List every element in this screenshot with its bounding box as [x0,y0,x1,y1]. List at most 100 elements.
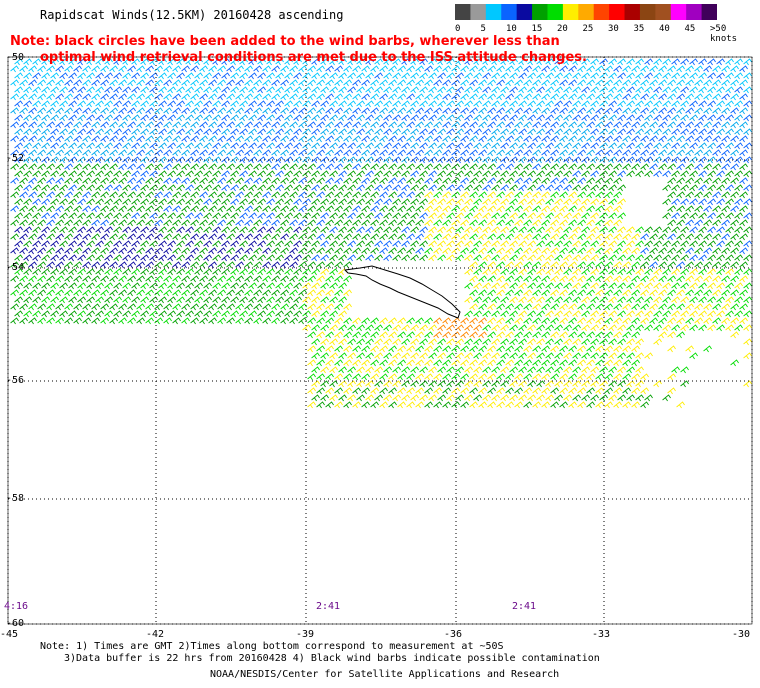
wind-barb [68,240,77,248]
wind-barb [505,261,514,269]
wind-barb [500,128,509,136]
wind-barb [563,366,572,374]
wind-barb [658,107,667,115]
wind-barb [235,107,244,115]
wind-barb [680,380,689,388]
wind-barb [721,135,730,143]
wind-barbs-layer [10,58,752,409]
wind-barb [10,247,19,255]
wind-barb [671,282,680,290]
wind-barb [545,380,554,388]
wind-barb [248,212,257,220]
wind-barb [271,107,280,115]
wind-barb [82,177,91,185]
wind-barb [545,296,554,304]
wind-barb [46,65,55,73]
wind-barb [370,387,379,395]
wind-barb [311,268,320,276]
wind-barb [320,352,329,360]
wind-barb [698,100,707,108]
wind-barb [257,240,266,248]
wind-barb [370,345,379,353]
wind-barb [500,296,509,304]
wind-barb [478,163,487,171]
wind-barb [392,58,401,66]
wind-barb [343,359,352,367]
wind-barb [370,79,379,87]
wind-barb [329,72,338,80]
wind-barb [95,282,104,290]
wind-barb [221,240,230,248]
wind-barb [190,205,199,213]
wind-barb [622,79,631,87]
wind-barb [442,135,451,143]
wind-barb [563,310,572,318]
wind-barb [415,373,424,381]
wind-barb [509,184,518,192]
wind-barb [77,100,86,108]
wind-barb [577,387,586,395]
wind-barb [118,65,127,73]
wind-barb [91,233,100,241]
wind-barb [716,142,725,150]
wind-barb [590,240,599,248]
wind-barb [86,254,95,262]
wind-barb [604,65,613,73]
wind-barb [163,191,172,199]
wind-barb [676,261,685,269]
wind-barb [653,72,662,80]
wind-barb [379,317,388,325]
wind-barb [613,233,622,241]
wind-barb [613,107,622,115]
wind-barb [338,380,347,388]
wind-barb [464,240,473,248]
wind-barb [550,275,559,283]
wind-barb [10,205,19,213]
wind-barb [451,373,460,381]
wind-barb [235,289,244,297]
wind-barb [122,72,131,80]
legend-label: 25 [582,24,594,34]
wind-barb [698,282,707,290]
wind-barb [59,310,68,318]
wind-barb [572,240,581,248]
wind-barb [550,331,559,339]
wind-barb [73,79,82,87]
legend-swatch [593,4,610,20]
wind-barb [698,296,707,304]
wind-barb [275,226,284,234]
wind-barb [406,177,415,185]
wind-barb [383,58,392,66]
wind-barb [595,387,604,395]
wind-barb [275,86,284,94]
wind-barb [635,352,644,360]
wind-barb [307,233,316,241]
wind-barb [82,247,91,255]
wind-barb [437,128,446,136]
wind-barb [365,352,374,360]
wind-barb [64,107,73,115]
wind-barb [208,289,217,297]
wind-barb [361,93,370,101]
wind-barb [676,79,685,87]
time-label: 4:16 [4,601,29,612]
wind-barb [482,310,491,318]
wind-barb [41,72,50,80]
wind-barb [613,163,622,171]
wind-barb [401,394,410,402]
wind-barb [532,219,541,227]
wind-barb [253,107,262,115]
wind-barb [140,72,149,80]
wind-barb [365,128,374,136]
wind-barb [298,303,307,311]
wind-barb [50,240,59,248]
wind-barb [289,135,298,143]
wind-barb [469,79,478,87]
wind-barb [82,191,91,199]
wind-barb [523,107,532,115]
wind-barb [194,58,203,66]
wind-barb [149,254,158,262]
wind-barb [590,170,599,178]
wind-barb [662,128,671,136]
wind-barb [293,226,302,234]
